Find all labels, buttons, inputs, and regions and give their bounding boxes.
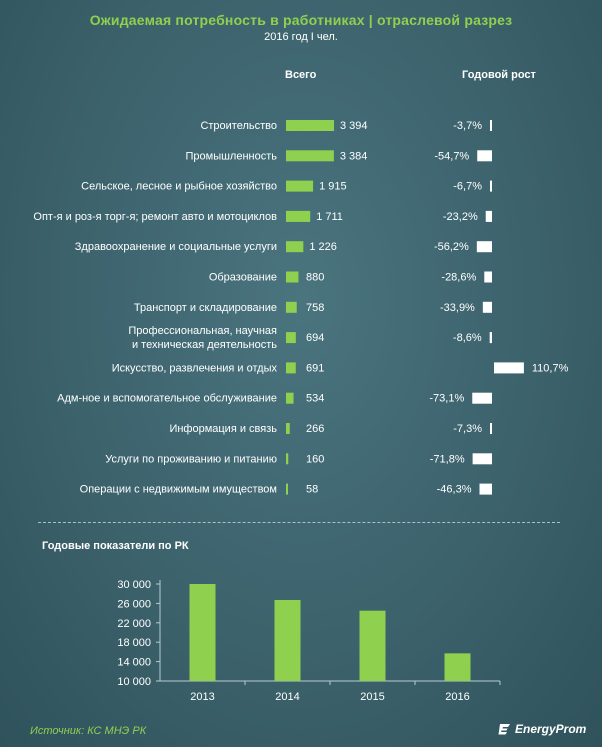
y-tick-label: 10 000 <box>117 676 151 688</box>
growth-bar <box>490 423 492 434</box>
growth-value-label: -28,6% <box>441 272 476 284</box>
growth-value-label: -56,2% <box>434 241 469 253</box>
category-label: Информация и связь <box>169 423 277 435</box>
total-value-label: 160 <box>306 453 324 465</box>
total-bar <box>286 271 299 283</box>
growth-value-label: 110,7% <box>532 362 569 374</box>
y-tick-label: 14 000 <box>117 657 151 669</box>
category-label: Промышленность <box>185 150 277 162</box>
annual-bar <box>189 584 216 681</box>
growth-bar <box>484 271 492 283</box>
total-bar <box>286 392 294 404</box>
growth-bar <box>479 483 492 495</box>
growth-value-label: -23,2% <box>443 211 478 223</box>
y-tick-label: 30 000 <box>117 579 151 591</box>
column-header-growth: Годовой рост <box>462 69 536 81</box>
growth-bar <box>482 301 492 313</box>
x-tick-label: 2016 <box>445 691 469 703</box>
growth-value-label: -7,3% <box>453 423 482 435</box>
total-bar <box>286 180 314 192</box>
x-tick-label: 2013 <box>190 691 214 703</box>
page-subtitle: 2016 год I чел. <box>264 31 338 43</box>
growth-value-label: -54,7% <box>434 150 469 162</box>
growth-value-label: -3,7% <box>453 120 482 132</box>
x-tick-label: 2015 <box>360 691 384 703</box>
category-label: Профессиональная, научная <box>128 325 277 337</box>
total-value-label: 691 <box>306 362 324 374</box>
total-bar <box>286 453 289 465</box>
category-label: Адм-ное и вспомогательное обслуживание <box>57 393 277 405</box>
category-label: Здравоохранение и социальные услуги <box>75 241 277 253</box>
growth-bar <box>489 332 492 344</box>
total-value-label: 266 <box>306 423 324 435</box>
total-bar <box>286 362 296 374</box>
logo-icon <box>498 724 510 735</box>
annual-bar <box>274 600 301 681</box>
total-value-label: 880 <box>306 272 324 284</box>
total-value-label: 1 915 <box>319 181 347 193</box>
category-label: и техническая деятельность <box>132 339 277 351</box>
industry-bar-chart: Строительство 3 394 -3,7% Промышленность 3 3… <box>33 120 569 496</box>
total-value-label: 1 711 <box>316 211 343 223</box>
total-bar <box>286 150 334 162</box>
total-bar <box>286 483 288 495</box>
total-bar <box>286 210 311 222</box>
growth-bar <box>476 241 492 253</box>
total-value-label: 3 384 <box>340 150 368 162</box>
total-value-label: 694 <box>306 332 324 344</box>
category-label: Образование <box>209 272 277 284</box>
category-label: Опт-я и роз-я торг-я; ремонт авто и мото… <box>33 211 277 223</box>
growth-value-label: -73,1% <box>429 393 464 405</box>
column-header-total: Всего <box>285 69 317 81</box>
x-tick-label: 2014 <box>275 691 299 703</box>
total-bar <box>286 120 334 131</box>
total-value-label: 58 <box>306 484 318 496</box>
growth-bar <box>490 120 492 131</box>
annual-bar <box>444 653 471 681</box>
category-label: Операции с недвижимым имуществом <box>80 484 277 496</box>
total-value-label: 1 226 <box>309 241 337 253</box>
total-bar <box>286 301 297 313</box>
annual-bar <box>359 610 386 681</box>
growth-value-label: -46,3% <box>437 484 472 496</box>
total-value-label: 534 <box>306 393 324 405</box>
annual-chart-title: Годовые показатели по РК <box>42 540 189 552</box>
total-bar <box>286 241 304 253</box>
source-note: Источник: КС МНЭ РК <box>30 725 147 737</box>
growth-bar <box>485 210 492 222</box>
growth-value-label: -33,9% <box>440 302 475 314</box>
category-label: Строительство <box>200 120 277 132</box>
category-label: Искусство, развлечения и отдых <box>112 362 278 374</box>
y-tick-label: 26 000 <box>117 598 151 610</box>
logo-text: EnergyProm <box>515 722 587 736</box>
section-divider <box>38 522 560 523</box>
y-tick-label: 18 000 <box>117 637 151 649</box>
category-label: Сельское, лесное и рыбное хозяйство <box>81 181 277 193</box>
growth-value-label: -71,8% <box>430 453 465 465</box>
growth-bar <box>490 180 492 192</box>
growth-bar <box>472 453 492 465</box>
total-value-label: 758 <box>306 302 324 314</box>
growth-bar <box>477 150 492 162</box>
total-bar <box>286 332 296 344</box>
energyprom-logo: EnergyProm <box>498 720 586 740</box>
total-value-label: 3 394 <box>340 120 368 132</box>
growth-value-label: -6,7% <box>453 181 482 193</box>
growth-bar <box>494 362 524 374</box>
total-bar <box>286 423 290 434</box>
category-label: Транспорт и складирование <box>134 302 277 314</box>
page-title: Ожидаемая потребность в работниках | отр… <box>89 12 513 28</box>
growth-bar <box>472 392 492 404</box>
growth-value-label: -8,6% <box>453 332 482 344</box>
category-label: Услуги по проживанию и питанию <box>105 453 277 465</box>
y-tick-label: 22 000 <box>117 618 151 630</box>
